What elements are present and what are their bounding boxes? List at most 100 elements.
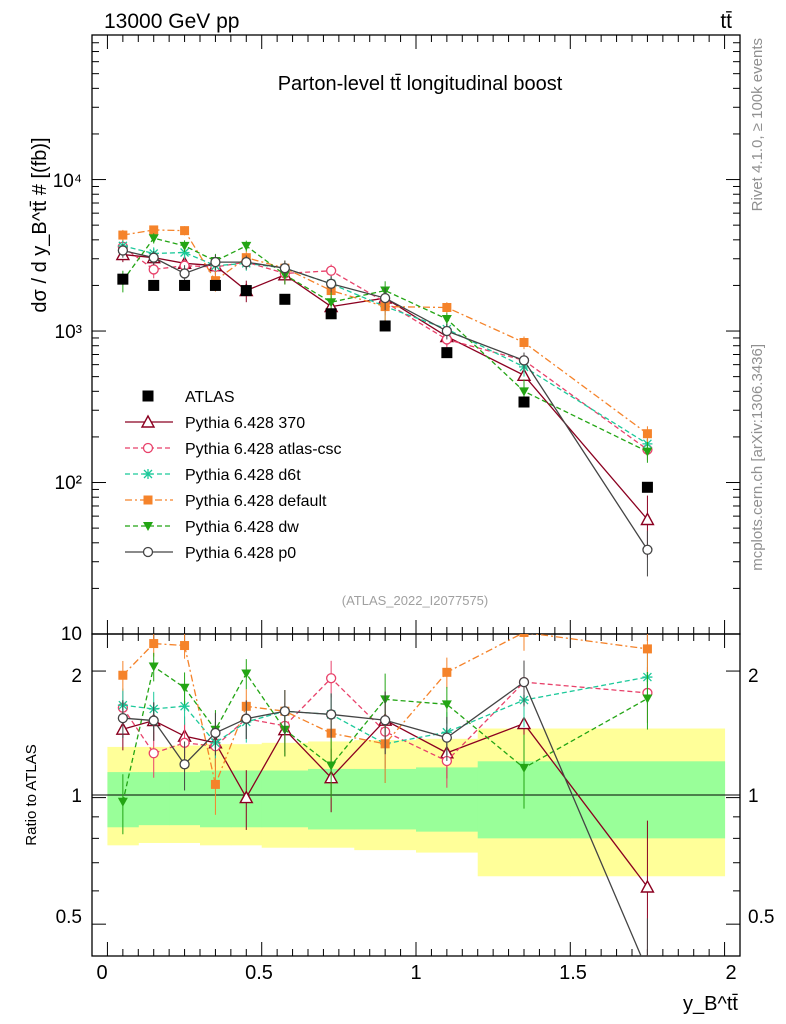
point-main	[179, 268, 190, 279]
legend-marker-atlas	[142, 390, 154, 402]
y-ratio-tick-label-0: 0.5	[56, 907, 82, 928]
band-inner-1	[138, 772, 170, 826]
point-main	[441, 315, 452, 325]
x-tick-label-3: 1.5	[559, 962, 587, 984]
point-atlas	[641, 481, 653, 493]
point-main	[241, 241, 252, 251]
x-tick-label-1: 0.5	[245, 962, 273, 984]
analysis-watermark: (ATLAS_2022_I2077575)	[342, 593, 488, 608]
point-ratio	[441, 732, 453, 743]
y-main-tick-label-1: 10²	[55, 473, 82, 494]
point-ratio	[326, 761, 337, 771]
point-ratio	[279, 706, 291, 717]
point-ratio	[518, 676, 530, 688]
x-tick-label-0: 0	[96, 962, 107, 984]
plot-title: Parton-level tt̄ longitudinal boost	[278, 73, 563, 95]
point-main	[149, 225, 159, 235]
point-main	[241, 256, 252, 268]
legend-label-default: Pythia 6.428 default	[185, 493, 327, 510]
series-line-main-2	[122, 245, 648, 445]
point-ratio	[519, 763, 529, 773]
point-ratio	[519, 634, 529, 637]
point-ratio	[148, 715, 159, 726]
point-main	[118, 230, 128, 240]
legend-label-370: Pythia 6.428 370	[185, 415, 305, 432]
point-ratio	[117, 712, 129, 724]
y-main-tick-label-3: 10⁴	[53, 171, 82, 192]
point-main	[179, 241, 190, 251]
point-ratio	[179, 683, 190, 693]
point-ratio	[642, 644, 652, 654]
point-ratio	[379, 715, 391, 726]
point-main	[325, 265, 337, 276]
point-atlas	[209, 279, 221, 291]
point-ratio	[148, 662, 159, 672]
uncertainty-band	[107, 728, 726, 877]
legend-label-p0: Pythia 6.428 p0	[185, 545, 296, 562]
axis-ticks	[92, 34, 740, 956]
point-main	[518, 355, 530, 366]
y-main-tick-label-2: 10³	[55, 322, 82, 343]
legend-label-dw: Pythia 6.428 dw	[185, 519, 299, 536]
point-ratio	[441, 700, 452, 710]
y-ratio-tick-label-right-2: 2	[748, 666, 759, 687]
point-atlas	[148, 279, 160, 291]
point-atlas	[179, 279, 191, 291]
y-axis-title-ratio: Ratio to ATLAS	[23, 744, 40, 845]
y-ratio-tick-label-2: 2	[71, 666, 82, 687]
point-main	[180, 226, 190, 236]
point-main	[326, 298, 337, 308]
point-atlas	[379, 320, 391, 332]
point-main	[642, 447, 653, 457]
point-atlas	[279, 293, 291, 305]
point-main	[640, 512, 655, 526]
point-ratio	[241, 669, 252, 679]
point-main	[210, 256, 221, 268]
process-label: tt̄	[720, 10, 732, 33]
series-line-ratio-1	[122, 677, 648, 762]
point-ratio	[640, 879, 655, 893]
legend-marker-3	[143, 495, 153, 505]
y-ratio-tick-label-right-1: 1	[748, 786, 759, 807]
rivet-label: Rivet 4.1.0, ≥ 100k events	[749, 38, 766, 211]
point-ratio	[442, 667, 452, 677]
legend-marker-1	[142, 442, 154, 454]
point-main	[117, 245, 129, 256]
point-ratio	[241, 713, 252, 724]
point-main	[642, 429, 652, 439]
point-ratio	[239, 790, 254, 804]
point-main	[441, 325, 453, 337]
point-ratio	[325, 673, 337, 684]
point-ratio	[180, 641, 190, 651]
point-ratio	[642, 694, 653, 704]
x-tick-label-2: 1	[410, 962, 421, 984]
point-ratio	[179, 701, 190, 712]
point-main	[148, 264, 159, 275]
point-main	[379, 292, 391, 304]
point-atlas	[441, 347, 453, 359]
mcplots-label: mcplots.cern.ch [arXiv:1306.3436]	[749, 344, 766, 571]
point-atlas	[117, 273, 129, 285]
point-main	[442, 303, 452, 313]
y-axis-title-main: dσ / d y_B^tt̄ # [(fb)]	[29, 137, 51, 312]
point-main	[148, 234, 159, 244]
point-ratio	[117, 797, 128, 807]
point-ratio	[118, 670, 128, 680]
legend-label-atlas-csc: Pythia 6.428 atlas-csc	[185, 441, 342, 458]
point-main	[279, 263, 291, 274]
point-ratio	[210, 727, 221, 739]
point-main	[519, 338, 529, 348]
legend-marker-0	[140, 414, 156, 428]
point-atlas	[240, 285, 252, 297]
point-atlas	[518, 396, 530, 408]
point-main	[325, 278, 337, 289]
point-main	[148, 252, 159, 263]
x-tick-label-4: 2	[725, 962, 736, 984]
legend-label-d6t: Pythia 6.428 d6t	[185, 467, 301, 484]
point-main	[519, 387, 529, 397]
point-atlas	[325, 308, 337, 320]
ratio-series	[115, 634, 655, 956]
y-main-tick-label-0: 10	[61, 624, 82, 645]
point-ratio	[325, 709, 337, 720]
